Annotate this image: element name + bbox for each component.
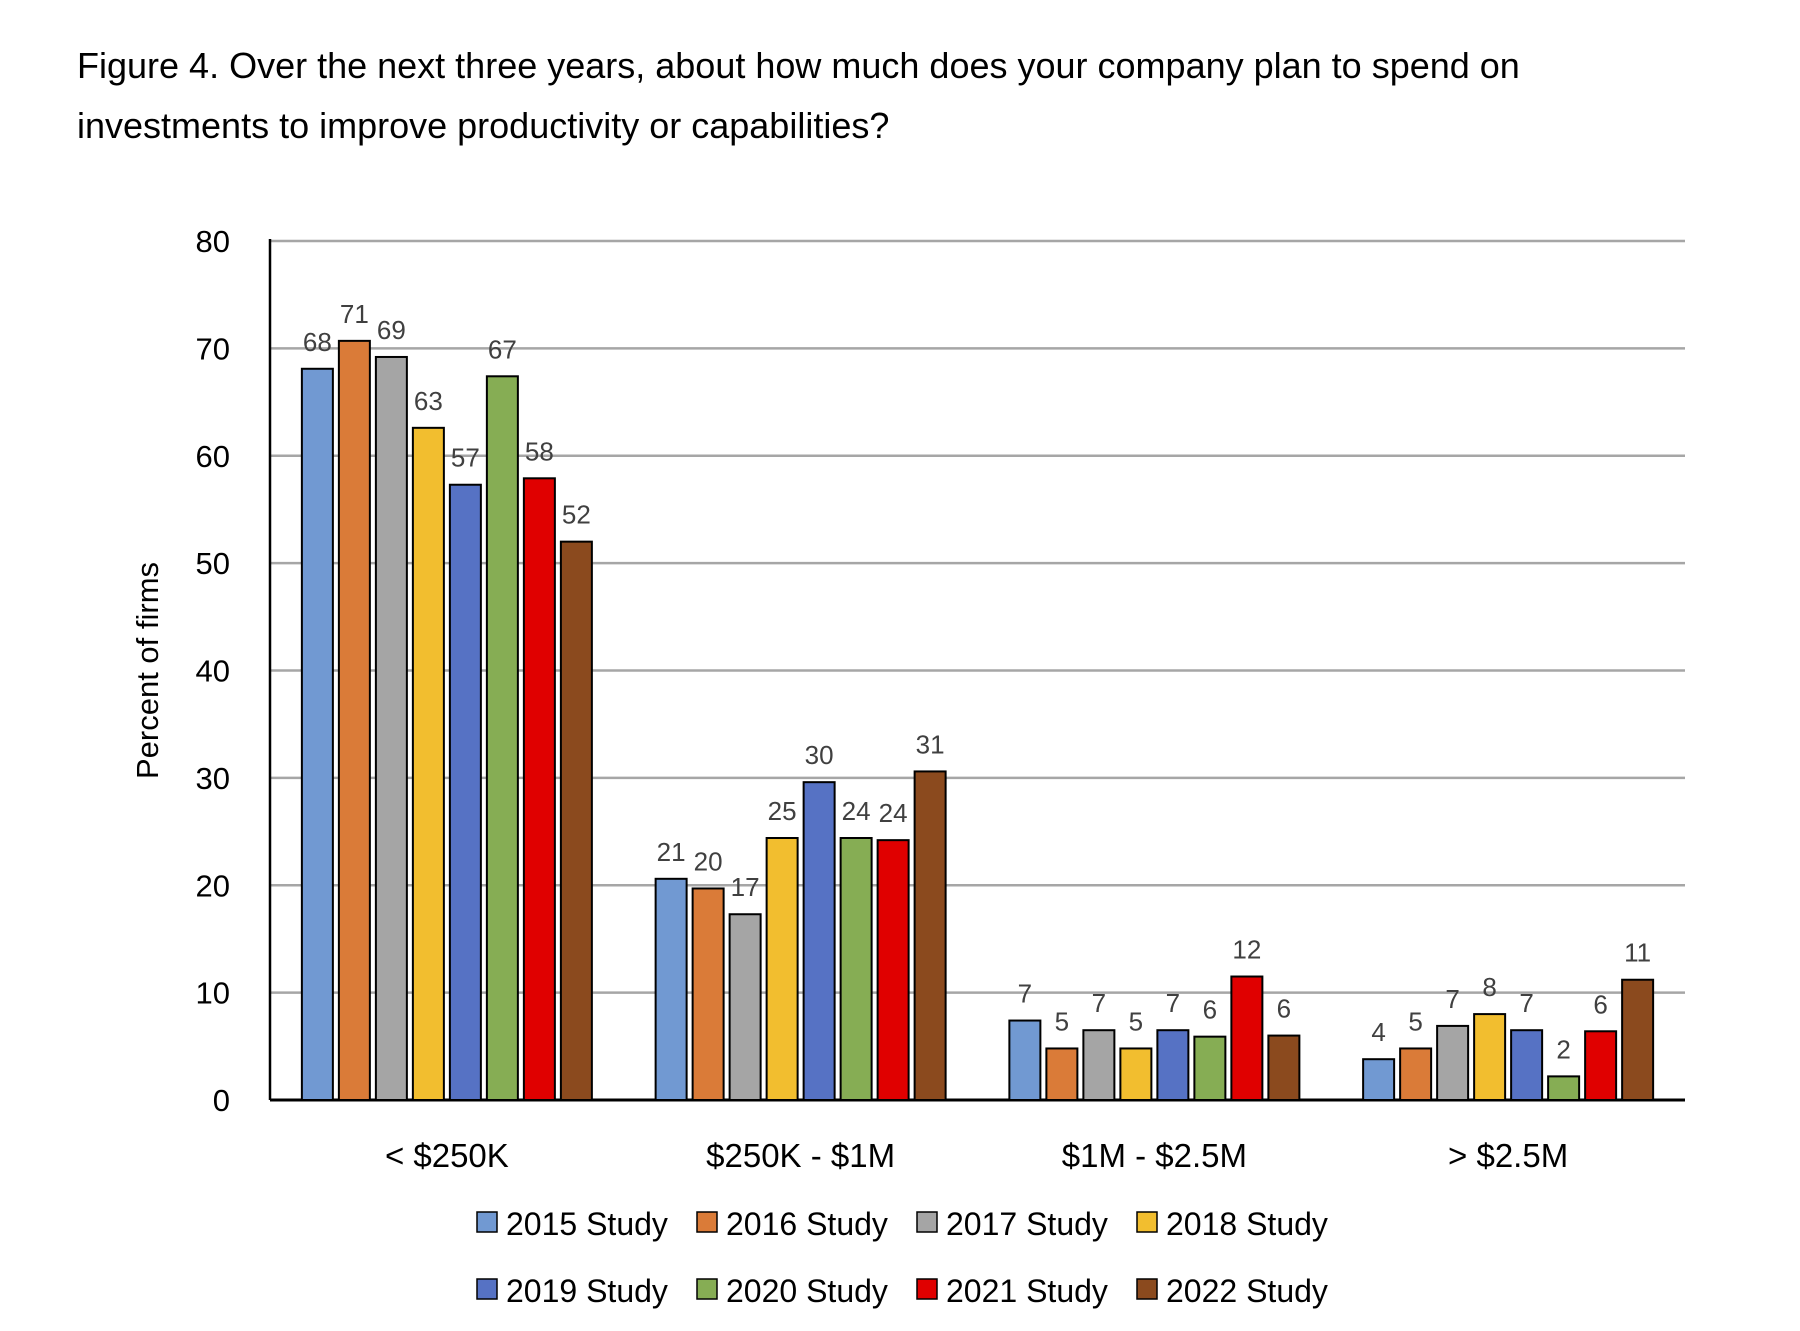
data-label: 5 xyxy=(1408,1006,1422,1036)
bar xyxy=(1045,1047,1079,1101)
x-tick-label: $250K - $1M xyxy=(706,1137,895,1174)
bar xyxy=(691,887,725,1101)
bar xyxy=(522,477,556,1101)
legend-swatch xyxy=(1136,1278,1158,1300)
bar xyxy=(411,426,445,1101)
data-label: 52 xyxy=(562,500,591,530)
data-label: 11 xyxy=(1624,938,1651,968)
bar xyxy=(300,367,334,1101)
data-label: 68 xyxy=(303,327,332,357)
data-label: 21 xyxy=(657,837,686,867)
y-tick-label: 20 xyxy=(196,868,230,903)
data-label: 67 xyxy=(488,334,517,364)
legend-swatch xyxy=(916,1211,938,1233)
data-label: 58 xyxy=(525,436,554,466)
data-label: 57 xyxy=(451,443,480,473)
data-label: 6 xyxy=(1277,994,1291,1024)
x-tick-label: > $2.5M xyxy=(1448,1137,1568,1174)
data-label: 71 xyxy=(340,299,369,329)
legend-label: 2016 Study xyxy=(726,1206,888,1242)
bar xyxy=(1436,1024,1470,1102)
data-label: 7 xyxy=(1166,988,1180,1018)
data-label: 24 xyxy=(842,796,871,826)
legend-label: 2018 Study xyxy=(1166,1206,1328,1242)
data-label: 17 xyxy=(731,872,760,902)
data-label: 7 xyxy=(1018,979,1032,1009)
y-tick-label: 50 xyxy=(196,546,230,581)
legend-swatch xyxy=(476,1278,498,1300)
data-label: 12 xyxy=(1232,935,1261,965)
y-tick-label: 0 xyxy=(213,1083,230,1118)
legend-label: 2017 Study xyxy=(946,1206,1108,1242)
y-tick-label: 30 xyxy=(196,761,230,796)
data-label: 8 xyxy=(1482,972,1496,1002)
legend-swatch xyxy=(476,1211,498,1233)
data-label: 7 xyxy=(1092,988,1106,1018)
bar xyxy=(374,355,408,1101)
y-tick-label: 40 xyxy=(196,654,230,689)
data-label: 6 xyxy=(1593,989,1607,1019)
legend-swatch xyxy=(916,1278,938,1300)
legend-label: 2020 Study xyxy=(726,1273,888,1309)
data-label: 25 xyxy=(768,796,797,826)
bar xyxy=(1193,1035,1227,1102)
bar xyxy=(802,781,836,1101)
y-tick-label: 60 xyxy=(196,439,230,474)
bar xyxy=(1510,1029,1544,1102)
bar xyxy=(654,877,688,1101)
chart-title: Figure 4. Over the next three years, abo… xyxy=(77,45,1520,146)
bar xyxy=(1362,1058,1396,1102)
bar xyxy=(1156,1029,1190,1102)
data-label: 6 xyxy=(1203,995,1217,1025)
data-label: 2 xyxy=(1556,1034,1570,1064)
y-tick-label: 70 xyxy=(196,331,230,366)
bar xyxy=(728,913,762,1102)
legend-label: 2022 Study xyxy=(1166,1273,1328,1309)
bar xyxy=(1399,1047,1433,1101)
legend-label: 2019 Study xyxy=(506,1273,668,1309)
data-label: 63 xyxy=(414,386,443,416)
data-label: 7 xyxy=(1519,988,1533,1018)
data-label: 24 xyxy=(879,798,908,828)
bar xyxy=(485,375,519,1102)
bar xyxy=(1547,1075,1581,1101)
y-tick-label: 80 xyxy=(196,224,230,259)
bar xyxy=(1267,1034,1301,1101)
bar xyxy=(1230,975,1264,1101)
bar xyxy=(559,540,593,1101)
bar xyxy=(765,837,799,1101)
legend-label: 2021 Study xyxy=(946,1273,1108,1309)
data-label: 7 xyxy=(1445,984,1459,1014)
data-label: 5 xyxy=(1055,1006,1069,1036)
y-axis-title: Percent of firms xyxy=(130,562,165,779)
bar xyxy=(1008,1019,1042,1101)
bar xyxy=(1082,1029,1116,1102)
bar xyxy=(337,339,371,1101)
legend-label: 2015 Study xyxy=(506,1206,668,1242)
data-label: 30 xyxy=(805,740,834,770)
bar xyxy=(913,770,947,1101)
bar xyxy=(876,839,910,1102)
data-label: 31 xyxy=(916,729,945,759)
data-label: 4 xyxy=(1371,1017,1385,1047)
x-tick-label: < $250K xyxy=(385,1137,509,1174)
data-label: 5 xyxy=(1129,1006,1143,1036)
bar xyxy=(1119,1047,1153,1101)
legend-swatch xyxy=(696,1278,718,1300)
legend-swatch xyxy=(1136,1211,1158,1233)
legend-swatch xyxy=(696,1211,718,1233)
bar xyxy=(448,483,482,1101)
data-label: 20 xyxy=(694,846,723,876)
y-tick-label: 10 xyxy=(196,976,230,1011)
bar xyxy=(1473,1013,1507,1101)
bar xyxy=(1621,978,1655,1101)
bar xyxy=(839,837,873,1101)
data-label: 69 xyxy=(377,315,406,345)
x-tick-label: $1M - $2.5M xyxy=(1062,1137,1247,1174)
bar xyxy=(1584,1030,1618,1102)
